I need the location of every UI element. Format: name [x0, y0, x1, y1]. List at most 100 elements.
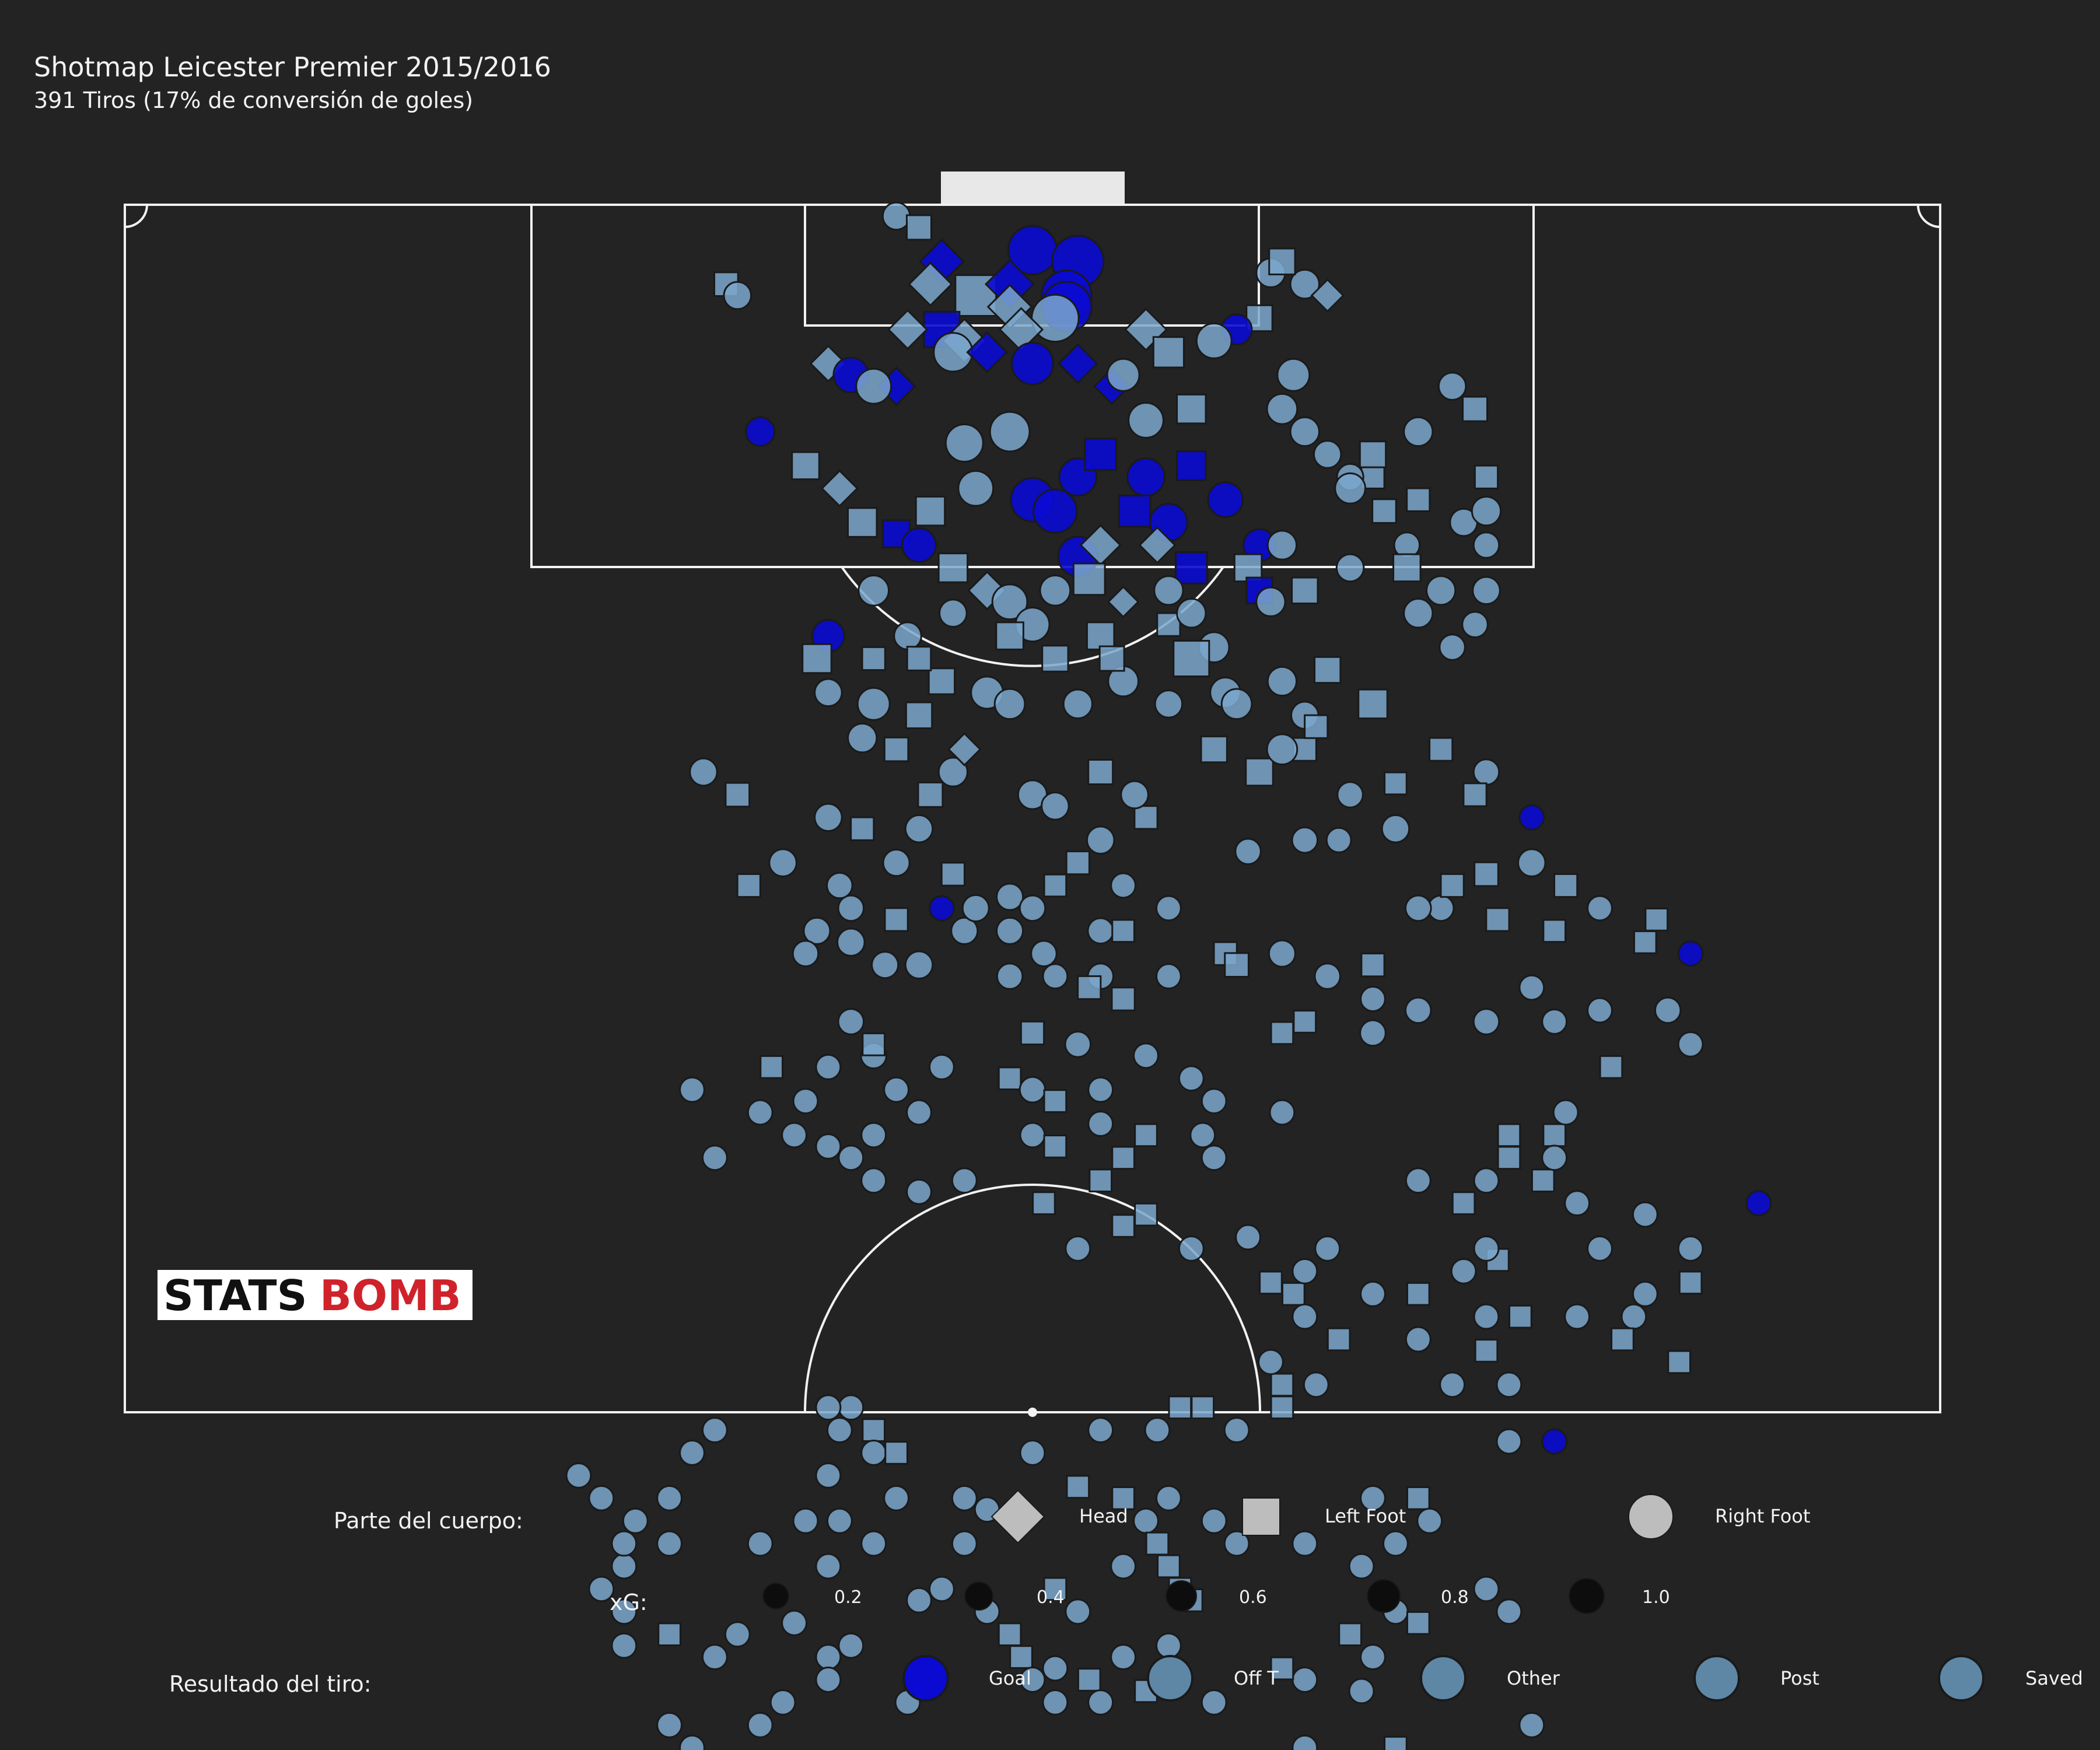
shot-marker-222	[1178, 1065, 1205, 1092]
shot-marker-361	[1200, 1689, 1227, 1716]
shot-marker-109	[1406, 487, 1431, 512]
shot-marker-188	[1065, 850, 1090, 876]
shot-marker-287	[862, 1418, 886, 1442]
shot-marker-200	[1133, 1042, 1159, 1069]
shot-marker-191	[1111, 919, 1135, 943]
legend-xg-label-4: 0.8	[1441, 1587, 1469, 1608]
shot-marker-126	[1336, 781, 1364, 808]
shot-marker-256	[1508, 1304, 1532, 1329]
shot-marker-371	[657, 1622, 681, 1647]
legend-outcome-saved-marker	[1938, 1655, 1985, 1702]
shot-marker-82	[802, 643, 832, 674]
shot-marker-25	[1106, 358, 1140, 392]
shot-marker-315	[1200, 1507, 1227, 1534]
shot-marker-363	[1292, 1734, 1318, 1750]
shot-marker-178	[1553, 873, 1578, 898]
shot-marker-185	[1677, 940, 1704, 967]
shot-marker-233	[1065, 1235, 1091, 1262]
shot-marker-295	[656, 1530, 683, 1557]
shot-marker-268	[1542, 1123, 1567, 1147]
legend-right-foot-label: Right Foot	[1715, 1505, 1810, 1527]
shot-marker-136	[882, 849, 911, 877]
shot-marker-149	[950, 916, 979, 945]
shot-marker-39	[1289, 416, 1320, 447]
legend-head-label: Head	[1079, 1505, 1128, 1527]
shot-marker-346	[1042, 1689, 1069, 1716]
shot-marker-57	[1126, 457, 1166, 497]
shot-marker-29	[1289, 269, 1320, 300]
shot-marker-55	[1032, 488, 1078, 534]
shot-marker-384	[937, 757, 968, 788]
shot-marker-75	[1072, 562, 1106, 596]
center-circle	[804, 1184, 1261, 1413]
shot-marker-250	[1564, 1303, 1591, 1330]
shot-marker-238	[1314, 1235, 1341, 1262]
shot-marker-358	[1155, 1632, 1182, 1659]
shot-marker-347	[1019, 1667, 1046, 1693]
shot-markers	[565, 201, 1772, 1750]
shot-marker-176	[1440, 873, 1465, 898]
shot-marker-341	[815, 1667, 842, 1693]
shot-marker-181	[1644, 908, 1669, 932]
shot-marker-168	[1405, 996, 1432, 1024]
shot-marker-288	[860, 1440, 887, 1466]
legend-xg-label-2: 0.4	[1037, 1587, 1065, 1608]
shot-marker-210	[838, 1144, 864, 1171]
shot-marker-192	[928, 895, 955, 922]
shot-marker-284	[1191, 1395, 1215, 1420]
shot-marker-170	[1518, 974, 1545, 1001]
center-spot	[1028, 1408, 1037, 1417]
shot-marker-128	[1291, 826, 1319, 854]
shot-marker-376	[1153, 575, 1184, 606]
legend-xg-item-3: 0.6	[1166, 1580, 1267, 1612]
shot-marker-282	[1087, 1417, 1114, 1444]
shot-marker-355	[1110, 1644, 1137, 1671]
legend-xg-item-1: 0.2	[762, 1583, 862, 1609]
shot-marker-369	[611, 1598, 638, 1625]
shot-marker-260	[1473, 1167, 1500, 1194]
shot-marker-132	[1043, 873, 1068, 898]
shot-marker-351	[906, 1587, 932, 1614]
shot-marker-275	[1496, 1371, 1522, 1398]
shot-marker-278	[1270, 1373, 1294, 1397]
legend-outcome-off-target: Off T	[1147, 1655, 1279, 1702]
shot-marker-400	[1335, 553, 1365, 583]
shot-marker-83	[814, 678, 843, 708]
logo-text-stats: STATS	[163, 1271, 307, 1320]
legend-xg-item-4: 0.8	[1367, 1579, 1469, 1613]
shot-marker-216	[1032, 1191, 1056, 1215]
shot-marker-265	[1632, 1201, 1658, 1228]
shot-marker-324	[1406, 1611, 1430, 1635]
shot-marker-249	[1473, 1235, 1500, 1262]
shot-marker-113	[1472, 531, 1500, 559]
shot-marker-124	[1304, 714, 1329, 739]
shot-marker-396	[1245, 757, 1274, 787]
shot-marker-64	[820, 469, 859, 508]
shot-marker-202	[883, 1076, 910, 1103]
shot-marker-114	[1472, 576, 1501, 606]
shot-marker-69	[967, 570, 1007, 611]
shot-marker-206	[792, 1088, 819, 1114]
shot-marker-391	[1041, 645, 1069, 673]
shot-marker-313	[1157, 1554, 1181, 1578]
shot-marker-207	[862, 1032, 886, 1056]
shot-marker-311	[1110, 1553, 1137, 1580]
shot-marker-209	[815, 1133, 842, 1160]
shot-marker-266	[1677, 1235, 1704, 1262]
shot-marker-394	[1176, 598, 1207, 629]
legend-outcome-post-marker	[1693, 1655, 1740, 1702]
shot-marker-255	[1667, 1350, 1691, 1374]
legend-xg-label-5: 1.0	[1642, 1587, 1670, 1608]
shot-marker-309	[1133, 1507, 1159, 1534]
shot-marker-247	[1473, 1303, 1500, 1330]
shot-marker-157	[1111, 986, 1136, 1012]
shot-marker-189	[1110, 872, 1137, 899]
shot-marker-389	[1062, 688, 1093, 719]
shot-marker-254	[1587, 1235, 1613, 1262]
shot-marker-229	[781, 1122, 807, 1149]
shot-marker-111	[1471, 496, 1502, 527]
shot-marker-201	[928, 1054, 955, 1080]
shot-marker-365	[1043, 1577, 1068, 1601]
shot-marker-190	[1087, 917, 1114, 945]
shot-marker-141	[837, 894, 865, 922]
